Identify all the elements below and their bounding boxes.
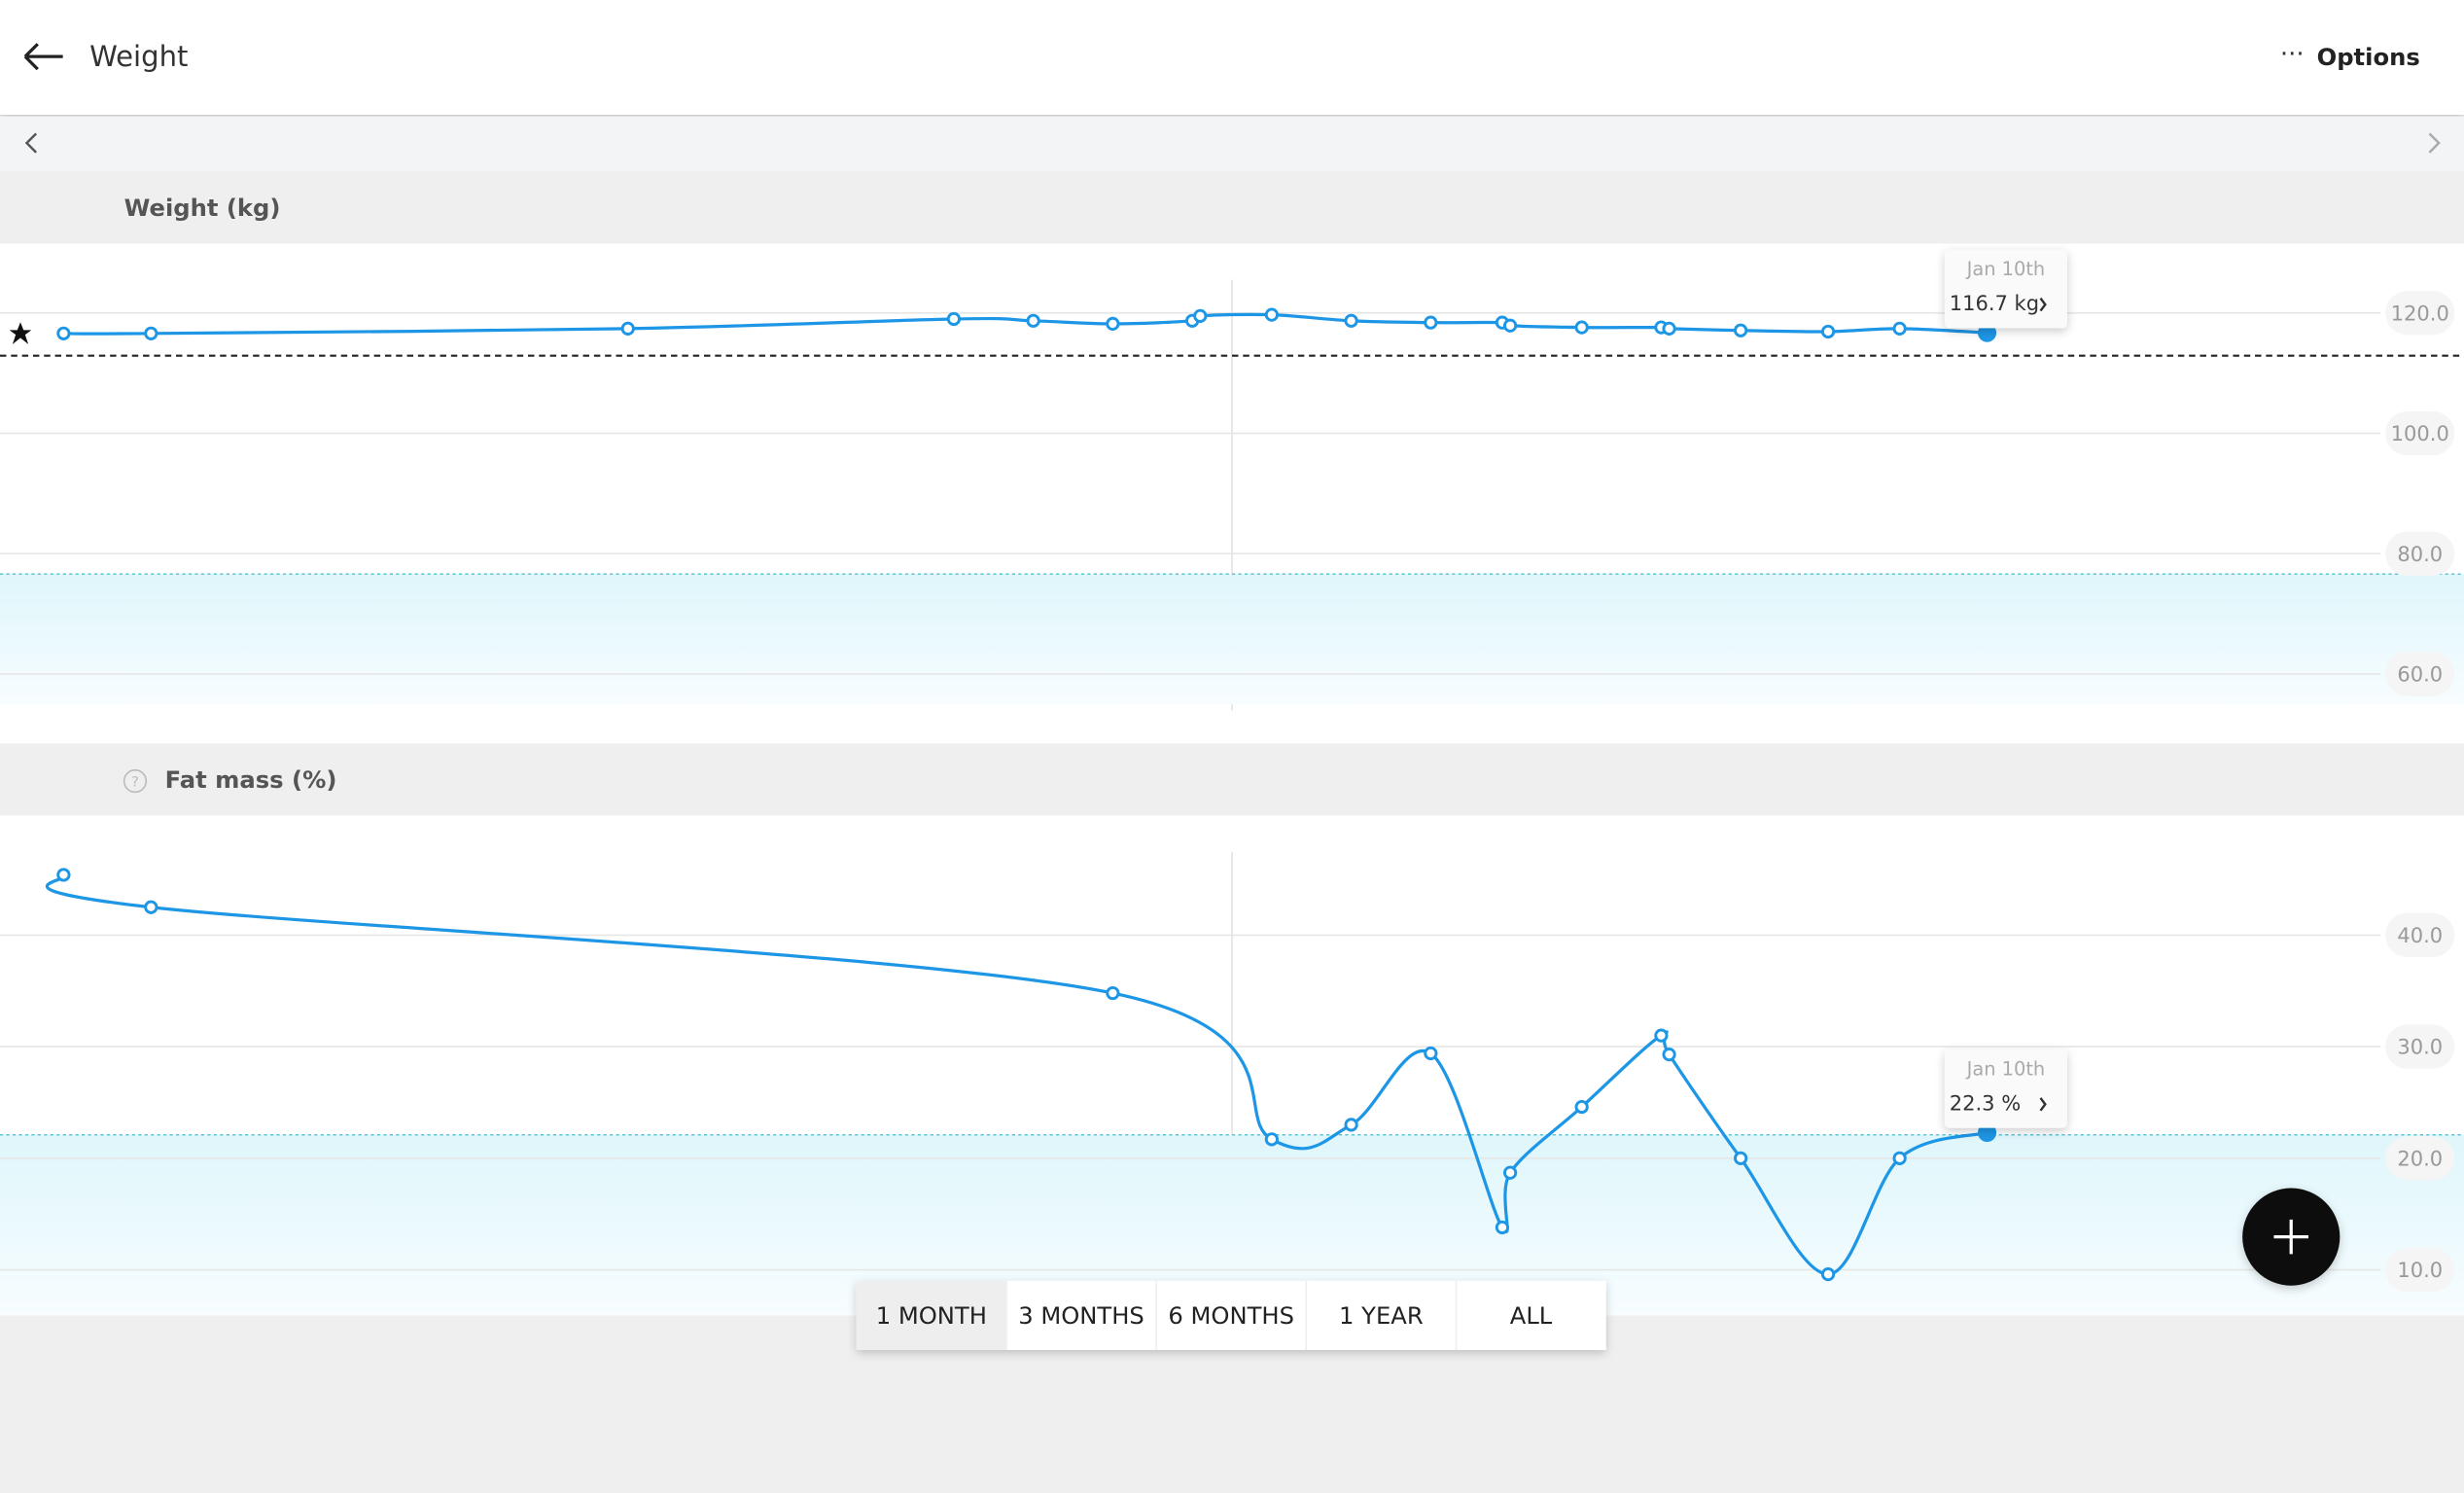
y-tick-label: 20.0 (2397, 1147, 2443, 1170)
data-point[interactable] (1502, 318, 1518, 333)
range-button[interactable]: 1 MONTH (876, 1302, 987, 1330)
data-point[interactable] (1193, 308, 1208, 323)
header-bar (0, 0, 2464, 115)
tooltip-chevron (2039, 297, 2047, 312)
data-line (63, 312, 1988, 336)
data-point[interactable] (1424, 315, 1438, 330)
data-point[interactable] (620, 321, 635, 336)
range-button-selected[interactable] (856, 1280, 1006, 1350)
data-point[interactable] (1344, 1118, 1358, 1132)
data-point[interactable] (1892, 321, 1907, 336)
nav-bar (0, 116, 2464, 172)
y-tick-label: 100.0 (2391, 422, 2449, 445)
charts: 60.0 80.0 100.0 120.0 Jan 10th 116.7 kg 10.0 20… (0, 249, 2464, 1315)
range-selector: 1 MONTH 3 MONTHS 6 MONTHS 1 YEAR ALL (856, 1280, 1606, 1350)
data-point[interactable] (1892, 1151, 1907, 1165)
tick-label-bg (2385, 912, 2455, 958)
range-button[interactable]: ALL (1510, 1302, 1553, 1330)
back-button[interactable] (23, 43, 63, 71)
data-point[interactable] (56, 326, 71, 340)
tick-label-bg (2385, 410, 2455, 456)
y-tick-label: 10.0 (2397, 1259, 2443, 1282)
y-tick-label: 30.0 (2397, 1036, 2443, 1059)
help-icon[interactable] (123, 768, 148, 794)
section-title: Fat mass (%) (165, 766, 337, 794)
tick-label-bg (2385, 531, 2455, 576)
data-point[interactable] (1026, 313, 1040, 328)
range-button[interactable]: 1 YEAR (1339, 1302, 1424, 1330)
y-tick-label: 40.0 (2397, 924, 2443, 947)
tooltip-box (1944, 1049, 2067, 1128)
data-point[interactable] (1264, 307, 1279, 322)
y-tick-label: 60.0 (2397, 663, 2443, 687)
add-icon (2273, 1219, 2309, 1255)
tick-label-bg (2385, 1136, 2455, 1181)
y-tick-label: 120.0 (2391, 302, 2449, 325)
data-point[interactable] (1495, 1220, 1510, 1235)
tooltip-value: 22.3 % (1950, 1091, 2021, 1115)
star-marker (9, 322, 32, 344)
range-button[interactable]: 3 MONTHS (1018, 1302, 1144, 1330)
range-button[interactable]: 6 MONTHS (1168, 1302, 1294, 1330)
data-point[interactable] (1662, 1048, 1676, 1062)
page-title: Weight (89, 40, 188, 73)
data-point[interactable] (1662, 321, 1676, 336)
help-icon-mark: ? (131, 775, 139, 791)
options-dots[interactable]: ··· (2280, 40, 2305, 69)
tooltip-box (1944, 249, 2067, 329)
tick-label-bg (2385, 652, 2455, 696)
data-point[interactable] (1502, 1165, 1518, 1180)
prev-button[interactable] (24, 132, 38, 154)
data-point[interactable] (1820, 1267, 1836, 1282)
data-point[interactable] (1424, 1046, 1438, 1061)
tooltip-date: Jan 10th (1966, 1057, 2046, 1080)
next-button[interactable] (2428, 132, 2441, 154)
tick-label-bg (2385, 1024, 2455, 1069)
normal-range-band (0, 574, 2464, 704)
data-point[interactable] (1820, 324, 1836, 339)
data-point[interactable] (1734, 1151, 1748, 1165)
data-point[interactable] (1574, 1099, 1589, 1115)
tooltip-chevron (2039, 1097, 2047, 1112)
y-tick-label: 80.0 (2397, 543, 2443, 566)
data-point[interactable] (144, 326, 158, 340)
options-button[interactable]: Options (2317, 44, 2420, 71)
data-point[interactable] (1106, 985, 1120, 1001)
data-point[interactable] (144, 900, 158, 914)
tooltip[interactable]: Jan 10th 116.7 kg (1944, 249, 2067, 329)
data-point[interactable] (56, 868, 71, 882)
data-point[interactable] (1344, 313, 1358, 328)
tooltip-date: Jan 10th (1966, 258, 2046, 280)
tick-label-bg (2385, 1247, 2455, 1293)
tick-label-bg (2385, 291, 2455, 336)
data-point[interactable] (1574, 320, 1589, 335)
data-point[interactable] (1106, 316, 1120, 332)
section-title: Weight (kg) (124, 195, 281, 222)
tooltip-value: 116.7 kg (1950, 292, 2039, 315)
data-point[interactable] (1264, 1132, 1279, 1147)
tooltip[interactable]: Jan 10th 22.3 % (1944, 1049, 2067, 1128)
data-line (45, 872, 1989, 1276)
data-point[interactable] (1734, 323, 1748, 338)
data-point[interactable] (946, 311, 962, 327)
data-point[interactable] (1654, 1028, 1669, 1043)
